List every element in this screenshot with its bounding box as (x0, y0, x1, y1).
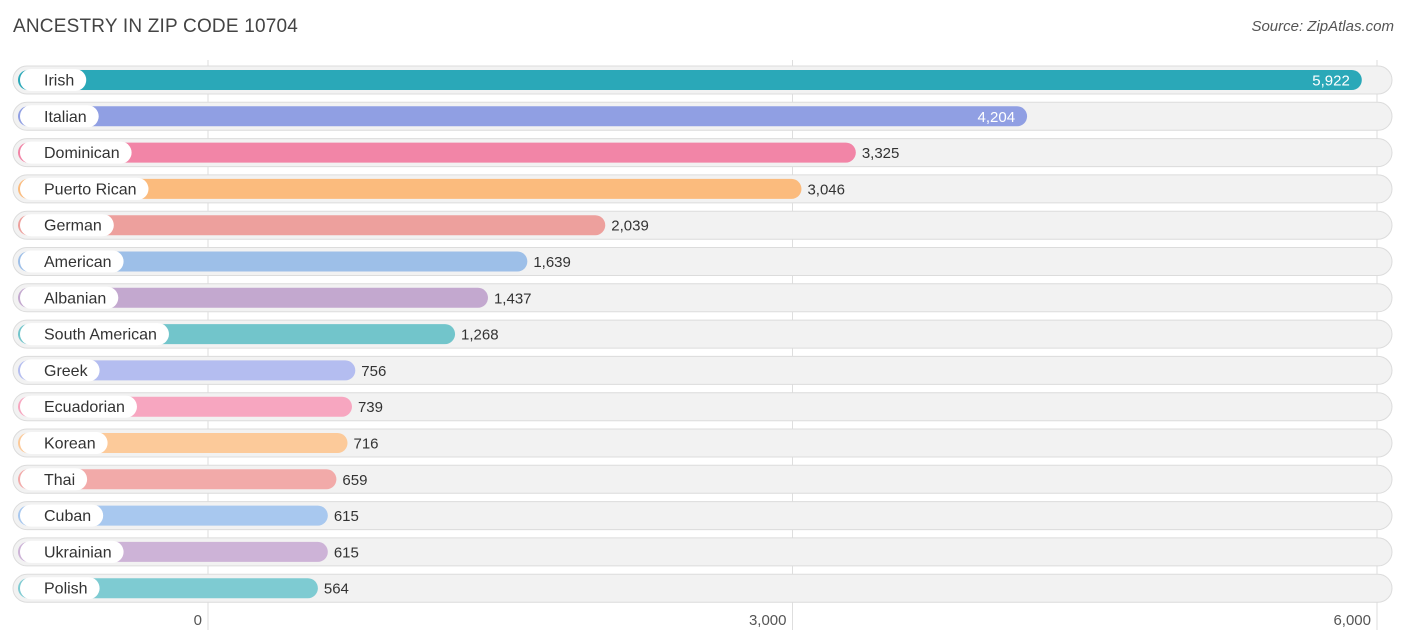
bar-row: Korean 716 (12, 428, 1393, 458)
category-label: Albanian (44, 290, 106, 307)
value-label: 615 (334, 508, 359, 525)
value-label: 1,639 (533, 254, 571, 271)
category-pill (20, 359, 100, 382)
category-pill (20, 69, 87, 91)
bar (18, 469, 337, 490)
value-label: 4,204 (978, 109, 1016, 126)
bar-row: Italian 4,204 (12, 101, 1393, 131)
category-label: Cuban (44, 508, 91, 525)
bar-track (12, 392, 1393, 422)
category-label: South American (44, 327, 157, 344)
bar (18, 251, 528, 272)
category-label: Greek (44, 363, 89, 380)
tick-label: 6,000 (1333, 612, 1371, 629)
category-label: Korean (44, 436, 96, 453)
bar-row: German 2,039 (12, 210, 1393, 240)
category-pill (20, 468, 88, 491)
value-label: 716 (354, 436, 379, 453)
value-label: 1,437 (494, 290, 532, 307)
category-pill (20, 395, 137, 418)
category-label: Polish (44, 581, 88, 598)
category-pill (20, 177, 149, 200)
value-label: 659 (342, 472, 367, 489)
bar-track (12, 501, 1393, 531)
category-label: German (44, 218, 102, 235)
bar-track (12, 537, 1393, 567)
category-pill (20, 323, 169, 346)
bar-row: Dominican 3,325 (12, 138, 1393, 168)
bar-track (12, 464, 1393, 494)
tick-label: 0 (194, 612, 202, 629)
category-pill (20, 432, 108, 454)
category-label: Puerto Rican (44, 181, 137, 198)
bar (18, 178, 802, 199)
source-label: Source: ZipAtlas.com (1251, 18, 1394, 35)
bar-row: Irish 5,922 (12, 65, 1393, 95)
bar-row: Puerto Rican 3,046 (12, 174, 1393, 204)
chart-title: ANCESTRY IN ZIP CODE 10704 (13, 16, 299, 37)
value-label: 1,268 (461, 327, 499, 344)
bar (18, 215, 606, 236)
bar-row: American 1,639 (12, 247, 1393, 276)
value-label: 615 (334, 544, 359, 561)
category-pill (20, 540, 124, 563)
category-label: Thai (44, 472, 75, 489)
bar-row: Albanian 1,437 (12, 283, 1393, 313)
category-pill (20, 286, 119, 309)
category-label: Italian (44, 109, 87, 126)
bar-row: Polish 564 (12, 573, 1393, 603)
category-label: Ukrainian (44, 544, 112, 561)
bar-row: South American 1,268 (12, 319, 1393, 349)
category-pill (20, 141, 132, 164)
bar (18, 360, 356, 381)
bar (18, 70, 1362, 90)
value-label: 739 (358, 399, 383, 416)
bar (18, 142, 856, 163)
bar-row: Thai 659 (12, 464, 1393, 494)
bar-track (12, 428, 1393, 458)
bar-row: Cuban 615 (12, 501, 1393, 531)
category-pill (20, 504, 104, 527)
bar-row: Ukrainian 615 (12, 537, 1393, 567)
bar-track (12, 573, 1393, 603)
category-pill (20, 105, 99, 128)
value-label: 756 (361, 363, 386, 380)
value-label: 5,922 (1312, 73, 1350, 90)
value-label: 2,039 (611, 218, 649, 235)
category-label: Ecuadorian (44, 399, 125, 416)
category-label: American (44, 254, 112, 271)
bar (18, 287, 488, 308)
category-pill (20, 214, 114, 237)
bar-track (12, 355, 1393, 385)
tick-label: 3,000 (749, 612, 787, 629)
category-pill (20, 250, 124, 273)
bar (18, 106, 1028, 127)
category-label: Dominican (44, 145, 120, 162)
category-label: Irish (44, 73, 74, 90)
value-label: 3,325 (862, 145, 900, 162)
value-label: 564 (324, 581, 349, 598)
bar-row: Greek 756 (12, 355, 1393, 385)
category-pill (20, 577, 100, 600)
value-label: 3,046 (807, 181, 845, 198)
bar-row: Ecuadorian 739 (12, 392, 1393, 422)
